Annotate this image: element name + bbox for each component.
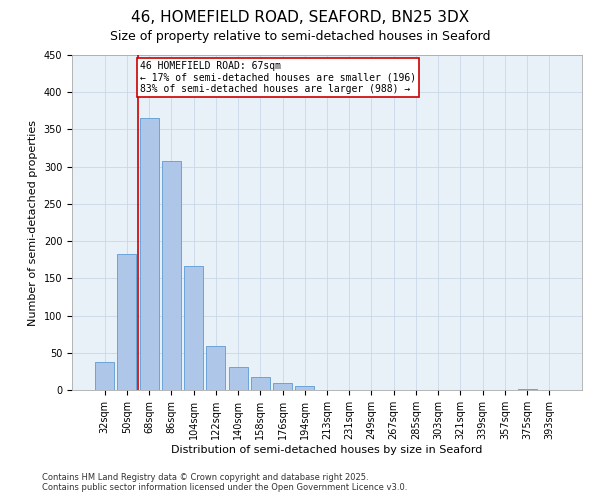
Bar [118, 254, 136, 390]
Text: Contains HM Land Registry data © Crown copyright and database right 2025.
Contai: Contains HM Land Registry data © Crown c… [42, 473, 407, 492]
Bar [273, 384, 292, 390]
Y-axis label: Number of semi-detached properties: Number of semi-detached properties [28, 120, 38, 326]
Bar [162, 160, 181, 390]
Bar [184, 266, 203, 390]
X-axis label: Distribution of semi-detached houses by size in Seaford: Distribution of semi-detached houses by … [172, 444, 482, 454]
Text: 46, HOMEFIELD ROAD, SEAFORD, BN25 3DX: 46, HOMEFIELD ROAD, SEAFORD, BN25 3DX [131, 10, 469, 25]
Bar [295, 386, 314, 390]
Bar [229, 367, 248, 390]
Bar [95, 362, 114, 390]
Bar [251, 376, 270, 390]
Text: 46 HOMEFIELD ROAD: 67sqm
← 17% of semi-detached houses are smaller (196)
83% of : 46 HOMEFIELD ROAD: 67sqm ← 17% of semi-d… [140, 61, 416, 94]
Bar [140, 118, 158, 390]
Bar [206, 346, 225, 390]
Text: Size of property relative to semi-detached houses in Seaford: Size of property relative to semi-detach… [110, 30, 490, 43]
